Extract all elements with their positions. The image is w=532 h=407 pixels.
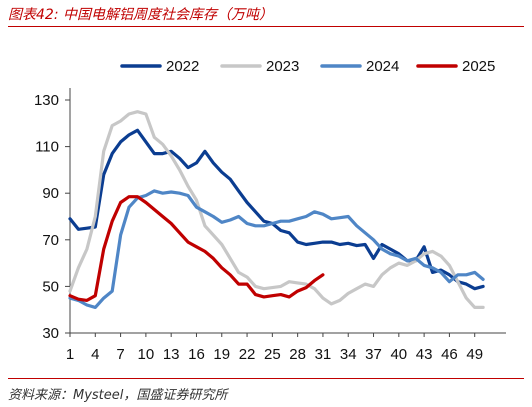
title-rule — [8, 26, 524, 27]
legend-label-2024: 2024 — [366, 58, 399, 75]
x-tick-label: 43 — [416, 346, 433, 363]
x-tick-label: 10 — [138, 346, 155, 363]
x-tick-label: 22 — [239, 346, 256, 363]
x-tick-label: 40 — [390, 346, 407, 363]
chart-legend: 2022 2023 2024 2025 — [120, 58, 495, 75]
y-tick-label: 70 — [42, 232, 59, 249]
figure-title: 图表42: 中国电解铝周度社会库存（万吨） — [8, 7, 273, 23]
y-tick-label: 130 — [34, 92, 59, 109]
x-tick-label: 28 — [289, 346, 306, 363]
x-tick-label: 34 — [340, 346, 357, 363]
y-tick-label: 30 — [42, 325, 59, 342]
figure-source: 资料来源：Mysteel，国盛证券研究所 — [8, 388, 228, 403]
x-tick-label: 1 — [66, 346, 74, 363]
x-tick-label: 19 — [213, 346, 230, 363]
legend-label-2022: 2022 — [166, 58, 199, 75]
series-line-2025 — [68, 195, 325, 302]
y-tick-label: 90 — [42, 185, 59, 202]
x-tick-label: 7 — [116, 346, 124, 363]
y-tick-label: 50 — [42, 278, 59, 295]
series-line-2023 — [68, 110, 485, 309]
source-rule — [8, 378, 524, 379]
y-tick-label: 110 — [35, 139, 59, 156]
legend-label-2025: 2025 — [462, 58, 495, 75]
x-tick-label: 16 — [188, 346, 205, 363]
x-tick-label: 13 — [163, 346, 180, 363]
legend-label-2023: 2023 — [266, 58, 299, 75]
x-tick-label: 4 — [91, 346, 99, 363]
x-tick-label: 46 — [441, 346, 458, 363]
x-tick-label: 37 — [365, 346, 382, 363]
chart-axes: 30 50 70 90 110 130 1 4 7 10 13 16 19 22 25 28 31 34 37 40 4… — [34, 88, 506, 363]
x-tick-label: 31 — [315, 346, 332, 363]
plot-area — [68, 110, 485, 309]
x-tick-label: 25 — [264, 346, 281, 363]
x-tick-label: 49 — [466, 346, 483, 363]
